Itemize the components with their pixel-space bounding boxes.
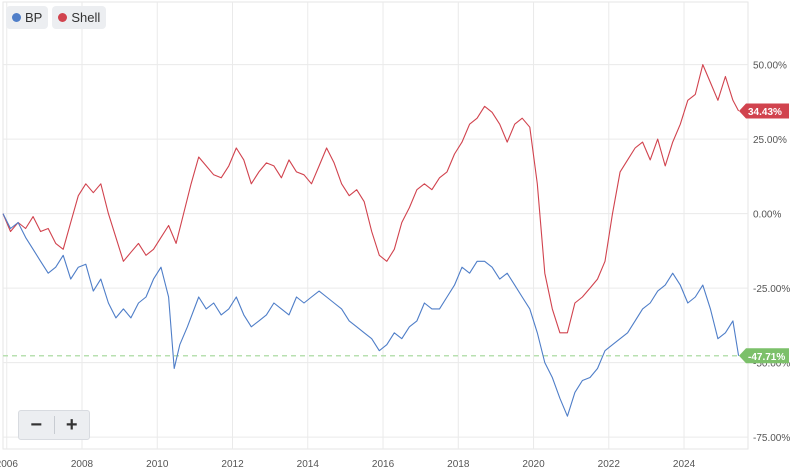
- x-tick-label: 2016: [372, 459, 395, 470]
- x-tick-label: 2006: [0, 459, 18, 470]
- legend-label-shell: Shell: [71, 10, 101, 25]
- y-tick-label: 50.00%: [753, 61, 787, 72]
- last-value-label-shell: 34.43%: [748, 107, 782, 118]
- zoom-in-button[interactable]: +: [65, 413, 78, 436]
- legend: BP Shell: [6, 6, 107, 29]
- zoom-controls: − +: [18, 410, 90, 440]
- zoom-divider: [53, 416, 55, 434]
- zoom-out-button[interactable]: −: [30, 413, 43, 436]
- x-tick-label: 2010: [146, 459, 169, 470]
- y-tick-label: -50.00%: [753, 359, 790, 370]
- bp-dot-icon: [12, 13, 21, 22]
- x-tick-label: 2014: [297, 459, 320, 470]
- y-tick-label: 0.00%: [753, 210, 781, 221]
- y-axis-ticks: 50.00% 25.00% 0.00% -25.00% -50.00% -75.00%: [753, 61, 790, 444]
- legend-item-shell[interactable]: Shell: [52, 6, 107, 29]
- x-tick-label: 2012: [221, 459, 244, 470]
- x-axis-ticks: 2006 2008 2010 2012 2014 2016 2018 2020 2022 2024: [0, 459, 696, 470]
- plot-area-frame: [2, 1, 749, 450]
- x-tick-label: 2024: [673, 459, 696, 470]
- x-tick-label: 2020: [522, 459, 545, 470]
- x-tick-label: 2022: [598, 459, 621, 470]
- last-value-label-bp: -47.71%: [748, 352, 785, 363]
- series-line-shell: [2, 64, 740, 334]
- y-tick-label: -25.00%: [753, 284, 790, 295]
- shell-dot-icon: [58, 13, 68, 22]
- legend-item-bp[interactable]: BP: [6, 6, 49, 29]
- legend-label-bp: BP: [25, 10, 43, 25]
- grid-layer: [2, 1, 749, 450]
- x-tick-label: 2018: [447, 459, 470, 470]
- x-tick-label: 2008: [71, 459, 94, 470]
- y-tick-label: 25.00%: [753, 135, 787, 146]
- series-line-bp: [2, 213, 740, 417]
- y-tick-label: -75.00%: [753, 433, 790, 444]
- last-value-badge-bp: [739, 348, 789, 364]
- last-value-badges: 34.43% -47.71%: [739, 103, 789, 364]
- last-value-badge-shell: [739, 103, 789, 119]
- series-layer: [2, 64, 740, 417]
